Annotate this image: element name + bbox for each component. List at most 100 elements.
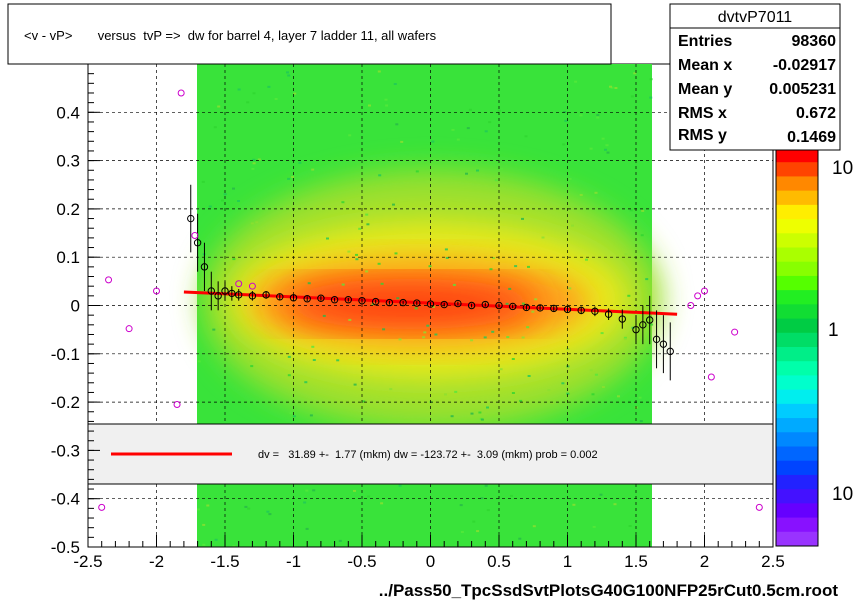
profile-point (426, 300, 435, 308)
colorbar-band (776, 446, 818, 462)
outlier-point (755, 503, 763, 511)
stats-box: dvtvP7011 Entries 98360 Mean x -0.02917 … (669, 3, 841, 151)
profile-point (187, 214, 195, 223)
y-tick-label: 0.1 (56, 248, 80, 267)
y-tick-label: -0.1 (51, 345, 80, 364)
colorbar-band (776, 517, 818, 533)
profile-point (303, 295, 311, 303)
outlier-point (98, 503, 106, 511)
profile-point (235, 291, 243, 299)
colorbar-band (776, 247, 818, 263)
outlier-point (177, 89, 185, 97)
profile-point (618, 315, 626, 323)
profile-point (577, 306, 585, 315)
profile-point (454, 299, 462, 308)
x-axis-title: ../Pass50_TpcSsdSvtPlotsG40G100NFP25rCut… (379, 581, 839, 600)
x-tick-label: 0 (426, 552, 435, 571)
profile-point (467, 301, 476, 310)
stats-label-entries: Entries (678, 33, 732, 50)
profile-point (481, 300, 489, 309)
x-tick-label: -2 (149, 552, 164, 571)
y-tick-label: 0.4 (56, 103, 80, 122)
stats-value-meanx: -0.02917 (773, 57, 836, 74)
colorbar-band (776, 275, 818, 291)
outlier-point (731, 328, 739, 336)
colorbar-band (776, 304, 818, 320)
profile-point (344, 296, 352, 304)
x-tick-label: 2 (700, 552, 709, 571)
axes: -2.5 -2 -1.5 -1 -0.5 0 0.5 1 1.5 2 2.5 -0.5 -0.4 -0.3… (51, 63, 785, 571)
colorbar-band (776, 233, 818, 248)
colorbar-band (776, 190, 818, 206)
colorbar-band (776, 531, 818, 547)
outlier-point (687, 302, 695, 309)
y-tick-label: -0.5 (51, 538, 80, 557)
colorbar-band (776, 318, 818, 334)
profile-point (262, 291, 270, 299)
colorbar-label-top: 10 (832, 158, 853, 179)
y-tick-label: -0.2 (51, 393, 80, 412)
title-box: <v - vP> versus tvP => dw for barrel 4, … (7, 3, 612, 65)
profile-point (317, 294, 325, 302)
outlier-point (191, 231, 199, 239)
x-tick-label: 0.5 (487, 552, 511, 571)
profile-point (207, 287, 216, 295)
chart-title: <v - vP> versus tvP => dw for barrel 4, … (24, 28, 437, 43)
profile-point (399, 298, 407, 307)
x-tick-label: -2.5 (73, 552, 102, 571)
colorbar-band (776, 403, 818, 419)
points-layer (98, 89, 763, 511)
stats-value-meany: 0.005231 (769, 81, 836, 98)
profile-point (330, 296, 339, 304)
colorbar-band (776, 219, 818, 234)
profile-point (604, 310, 613, 318)
profile-point (372, 297, 380, 306)
profile-point (221, 287, 229, 295)
colorbar-band (776, 162, 818, 177)
colorbar-band (776, 474, 818, 490)
colorbar-band (776, 347, 818, 362)
stats-label-meany: Mean y (678, 81, 732, 98)
x-tick-label: 1.5 (624, 552, 648, 571)
stats-label-meanx: Mean x (678, 57, 732, 74)
profile-point (276, 293, 284, 301)
colorbar-band (776, 148, 818, 163)
profile-point (522, 303, 531, 312)
colorbar: 10 1 10 (775, 147, 853, 547)
x-tick-label: -0.5 (347, 552, 376, 571)
colorbar-band (776, 503, 818, 519)
outlier-point (125, 325, 133, 333)
outlier-point (248, 282, 256, 290)
stats-value-rmsy: 0.1469 (787, 129, 836, 146)
stats-title: dvtvP7011 (718, 9, 793, 26)
profile-point (666, 347, 674, 356)
profile-point (385, 298, 394, 307)
fit-legend: dv = 31.89 +- 1.77 (mkm) dw = -123.72 +-… (87, 423, 774, 485)
y-tick-label: -0.4 (51, 490, 80, 509)
profile-point (563, 305, 572, 314)
colorbar-band (776, 204, 818, 220)
stats-label-rmsy: RMS y (678, 127, 727, 144)
outlier-point (707, 373, 715, 381)
stats-value-entries: 98360 (792, 33, 837, 50)
y-tick-label: 0 (71, 297, 80, 316)
outlier-point (235, 280, 243, 288)
stats-label-rmsx: RMS x (678, 105, 727, 122)
x-tick-label: 1 (563, 552, 572, 571)
colorbar-band (776, 290, 818, 305)
profile-point (536, 304, 544, 312)
outlier-point (173, 401, 181, 409)
profile-point (413, 299, 421, 307)
profile-point (193, 239, 202, 247)
y-tick-label: 0.2 (56, 200, 80, 219)
profile-point (495, 301, 503, 310)
profile-point (652, 335, 661, 344)
colorbar-label-bottom: 10 (832, 484, 853, 505)
colorbar-band (776, 261, 818, 277)
colorbar-band (776, 432, 818, 447)
fit-legend-text: dv = 31.89 +- 1.77 (mkm) dw = -123.72 +-… (258, 449, 598, 461)
profile-point (358, 296, 366, 305)
y-tick-label: 0.3 (56, 152, 80, 171)
